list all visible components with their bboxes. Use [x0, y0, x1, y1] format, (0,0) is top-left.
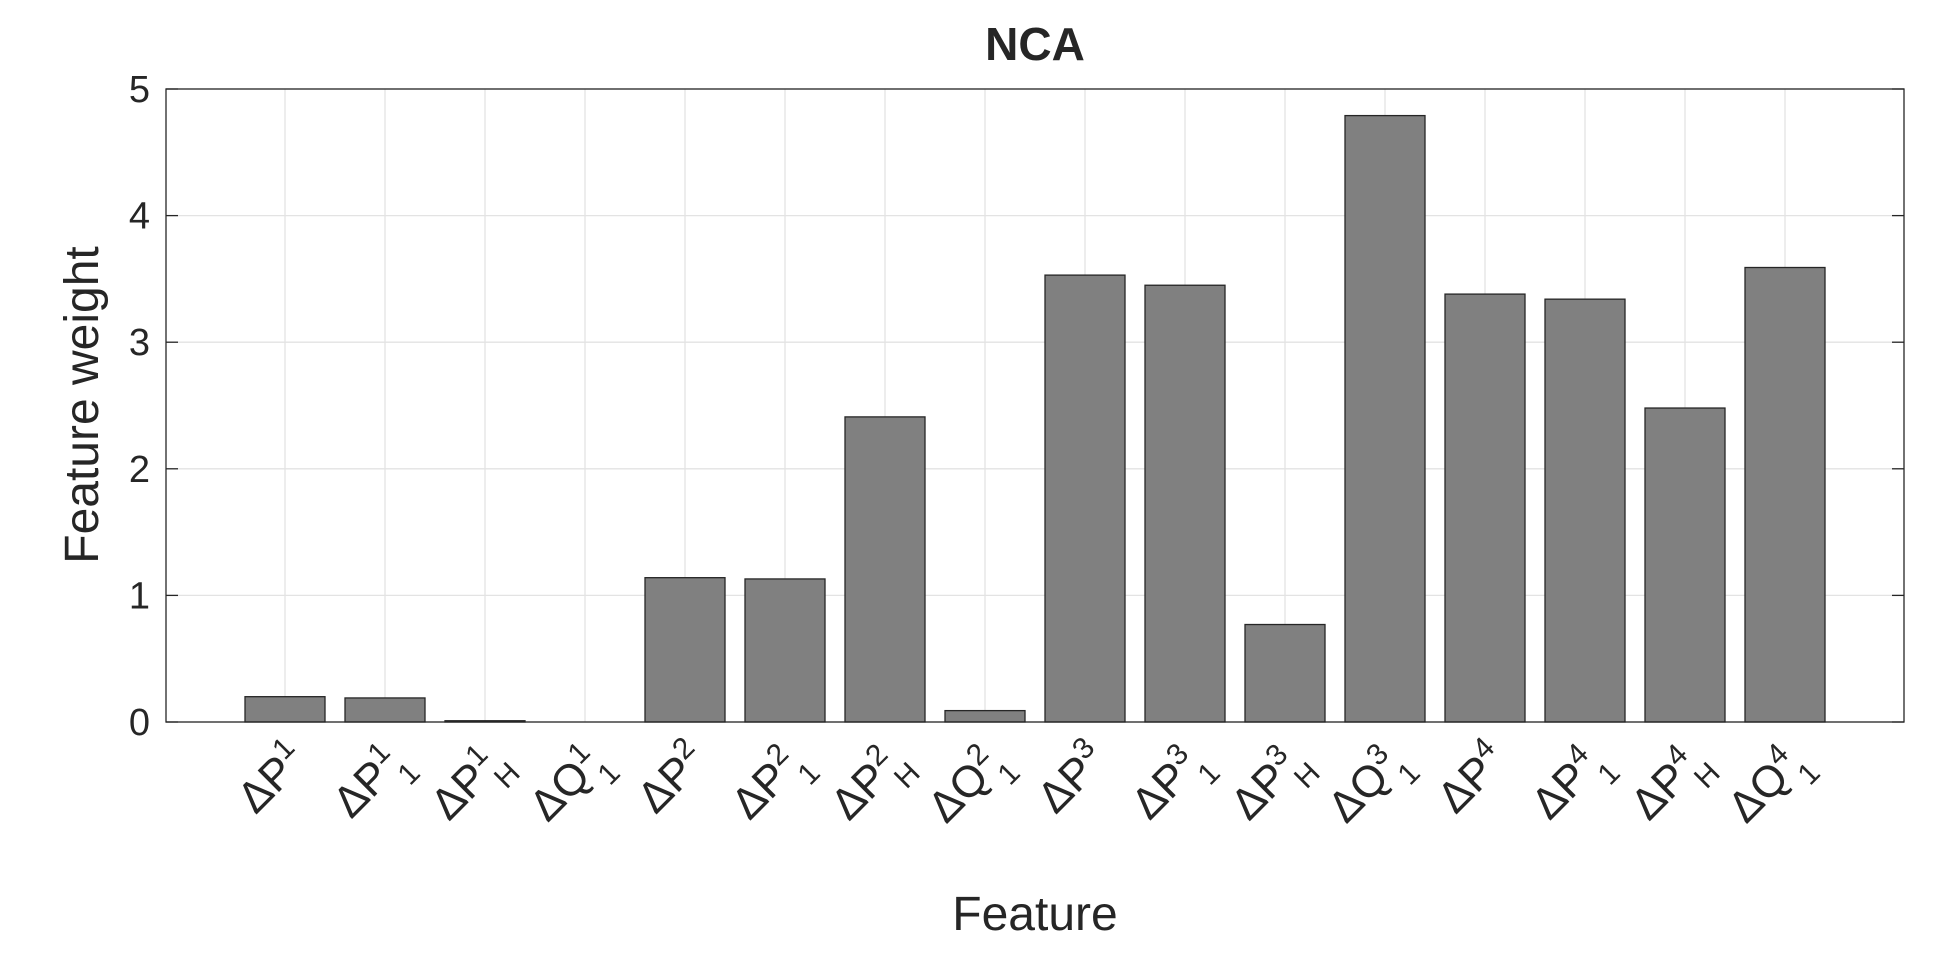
x-tick-label: ΔP1H — [418, 731, 527, 840]
x-tick-label: ΔP3H — [1218, 731, 1327, 840]
y-axis-label: Feature weight — [56, 246, 109, 564]
x-tick-label: ΔP1 — [225, 731, 317, 823]
x-tick-label: ΔP21 — [718, 731, 826, 839]
y-tick-label: 0 — [129, 702, 150, 744]
x-tick-label: ΔP3 — [1025, 731, 1117, 823]
x-tick-label: ΔP2H — [818, 731, 927, 840]
bar — [244, 696, 326, 723]
bar — [844, 416, 926, 723]
bar — [1744, 266, 1826, 723]
bar — [1344, 114, 1426, 723]
y-tick-label: 3 — [129, 322, 150, 364]
x-tick-label: ΔQ31 — [1315, 731, 1427, 843]
bar — [1144, 284, 1226, 723]
bar — [944, 709, 1026, 723]
x-tick-label: ΔP4 — [1425, 731, 1517, 823]
x-tick-label: ΔP2 — [625, 731, 717, 823]
x-tick-label: ΔP11 — [320, 731, 427, 838]
bar — [344, 697, 426, 723]
bar — [1444, 293, 1526, 723]
bar — [644, 577, 726, 723]
bar — [1544, 298, 1626, 723]
x-axis-label: Feature — [952, 888, 1117, 941]
y-tick-label: 2 — [129, 449, 150, 491]
bar — [1044, 274, 1126, 723]
x-tick-label: ΔP4H — [1618, 731, 1727, 840]
bar — [1644, 407, 1726, 723]
x-tick-label: ΔP41 — [1518, 731, 1626, 839]
x-tick-label: ΔQ41 — [1715, 731, 1827, 843]
chart-title: NCA — [985, 18, 1085, 70]
y-tick-label: 5 — [129, 69, 150, 111]
x-tick-label: ΔP31 — [1118, 731, 1226, 839]
y-tick-label: 1 — [129, 575, 150, 617]
plot-frame — [165, 88, 1905, 723]
bar — [744, 578, 826, 723]
bar — [1244, 623, 1326, 723]
x-tick-label: ΔQ11 — [517, 731, 627, 841]
x-tick-label: ΔQ21 — [915, 731, 1027, 843]
y-tick-label: 4 — [129, 196, 150, 238]
